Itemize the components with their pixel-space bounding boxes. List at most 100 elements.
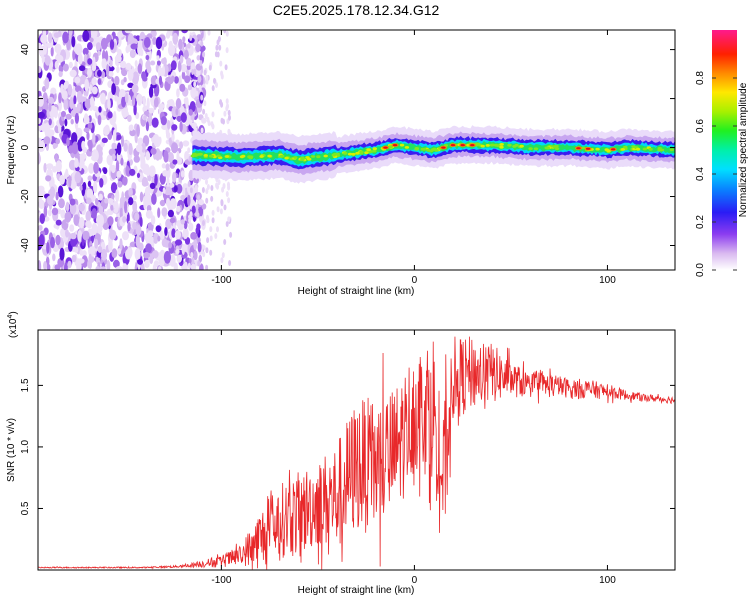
noise-speckle <box>84 78 90 92</box>
snr-y-tick-label: 0.5 <box>20 501 31 515</box>
noise-speckle <box>200 94 204 101</box>
noise-speckle <box>65 168 69 179</box>
noise-speckle <box>111 142 117 150</box>
noise-speckle <box>228 114 231 121</box>
snr-x-tick-label: -100 <box>211 575 231 586</box>
peak-hotspot <box>450 144 456 147</box>
snr-y-tick-label: 1.5 <box>20 378 31 392</box>
snr-series-line <box>38 336 675 570</box>
noise-speckle <box>111 83 116 95</box>
noise-speckle <box>82 30 90 42</box>
noise-speckle <box>129 124 134 131</box>
noise-speckle <box>122 216 127 223</box>
noise-speckle <box>111 153 116 161</box>
noise-speckle <box>88 139 93 152</box>
noise-speckle <box>193 81 197 88</box>
noise-speckle <box>227 216 231 223</box>
noise-speckle <box>97 69 102 77</box>
colorbar-label: Normalized spectral amplitude <box>738 82 749 217</box>
noise-speckle <box>109 229 117 240</box>
signal-speckle <box>422 147 427 151</box>
noise-speckle <box>171 124 178 131</box>
signal-speckle <box>620 148 626 151</box>
noise-speckle <box>79 249 83 256</box>
noise-speckle <box>50 87 57 95</box>
noise-speckle <box>70 232 77 240</box>
noise-speckle <box>42 101 49 112</box>
noise-speckle <box>202 108 206 115</box>
noise-speckle <box>221 252 225 259</box>
svg-text:(x104): (x104) <box>7 311 19 338</box>
noise-speckle <box>104 198 109 204</box>
spectrogram-y-tick-label: -20 <box>20 189 31 204</box>
noise-speckle <box>38 117 41 125</box>
noise-speckle <box>62 63 69 72</box>
noise-speckle <box>176 205 181 212</box>
noise-speckle <box>128 197 134 206</box>
noise-speckle <box>61 110 66 118</box>
noise-speckle <box>193 238 198 251</box>
noise-speckle <box>210 121 214 128</box>
noise-speckle <box>219 60 223 67</box>
noise-speckle <box>69 69 77 78</box>
noise-speckle <box>214 51 218 58</box>
noise-speckle <box>123 111 129 117</box>
noise-speckle <box>182 140 190 147</box>
noise-speckle <box>180 219 185 225</box>
noise-speckle <box>89 37 94 43</box>
noise-speckle <box>196 212 200 219</box>
noise-speckle <box>114 217 118 222</box>
noise-speckle <box>161 238 168 248</box>
noise-speckle <box>115 189 120 203</box>
noise-speckle <box>65 229 69 238</box>
noise-speckle <box>124 92 129 104</box>
noise-speckle <box>123 76 127 83</box>
noise-speckle <box>97 114 102 126</box>
noise-speckle <box>149 182 156 190</box>
noise-speckle <box>168 44 176 57</box>
colorbar-tick-label: 0.0 <box>695 263 706 277</box>
noise-speckle <box>120 157 124 166</box>
noise-speckle <box>119 60 127 69</box>
noise-speckle <box>38 234 45 247</box>
noise-speckle <box>189 187 193 194</box>
noise-speckle <box>180 170 185 178</box>
noise-speckle <box>116 170 122 178</box>
noise-speckle <box>180 112 187 123</box>
signal-speckle <box>208 154 214 158</box>
signal-speckle <box>533 147 539 151</box>
noise-speckle <box>115 266 123 270</box>
noise-speckle <box>189 211 193 218</box>
noise-speckle <box>195 204 199 211</box>
noise-speckle <box>72 141 78 155</box>
colorbar-gradient <box>712 30 737 270</box>
noise-speckle <box>205 197 209 204</box>
noise-speckle <box>58 198 65 209</box>
noise-speckle <box>205 178 208 185</box>
noise-speckle <box>171 142 178 154</box>
noise-speckle <box>128 142 133 156</box>
noise-speckle <box>133 85 137 98</box>
signal-speckle <box>293 156 298 159</box>
noise-speckle <box>169 254 176 267</box>
noise-speckle <box>73 214 80 226</box>
noise-speckle <box>190 232 198 240</box>
noise-speckle <box>40 34 48 44</box>
noise-speckle <box>143 115 147 121</box>
noise-speckle <box>38 66 42 73</box>
noise-speckle <box>162 57 167 66</box>
noise-speckle <box>191 205 196 214</box>
noise-speckle <box>148 165 156 177</box>
noise-speckle <box>167 30 171 37</box>
noise-speckle <box>75 127 83 139</box>
signal-speckle <box>635 147 641 151</box>
noise-speckle <box>78 217 85 229</box>
signal-speckle <box>196 153 201 156</box>
noise-speckle <box>125 62 132 70</box>
noise-speckle <box>141 142 146 153</box>
noise-speckle <box>38 106 42 112</box>
signal-speckle <box>300 158 305 162</box>
noise-speckle <box>101 137 108 143</box>
noise-speckle <box>91 155 96 161</box>
noise-speckle <box>92 132 96 145</box>
